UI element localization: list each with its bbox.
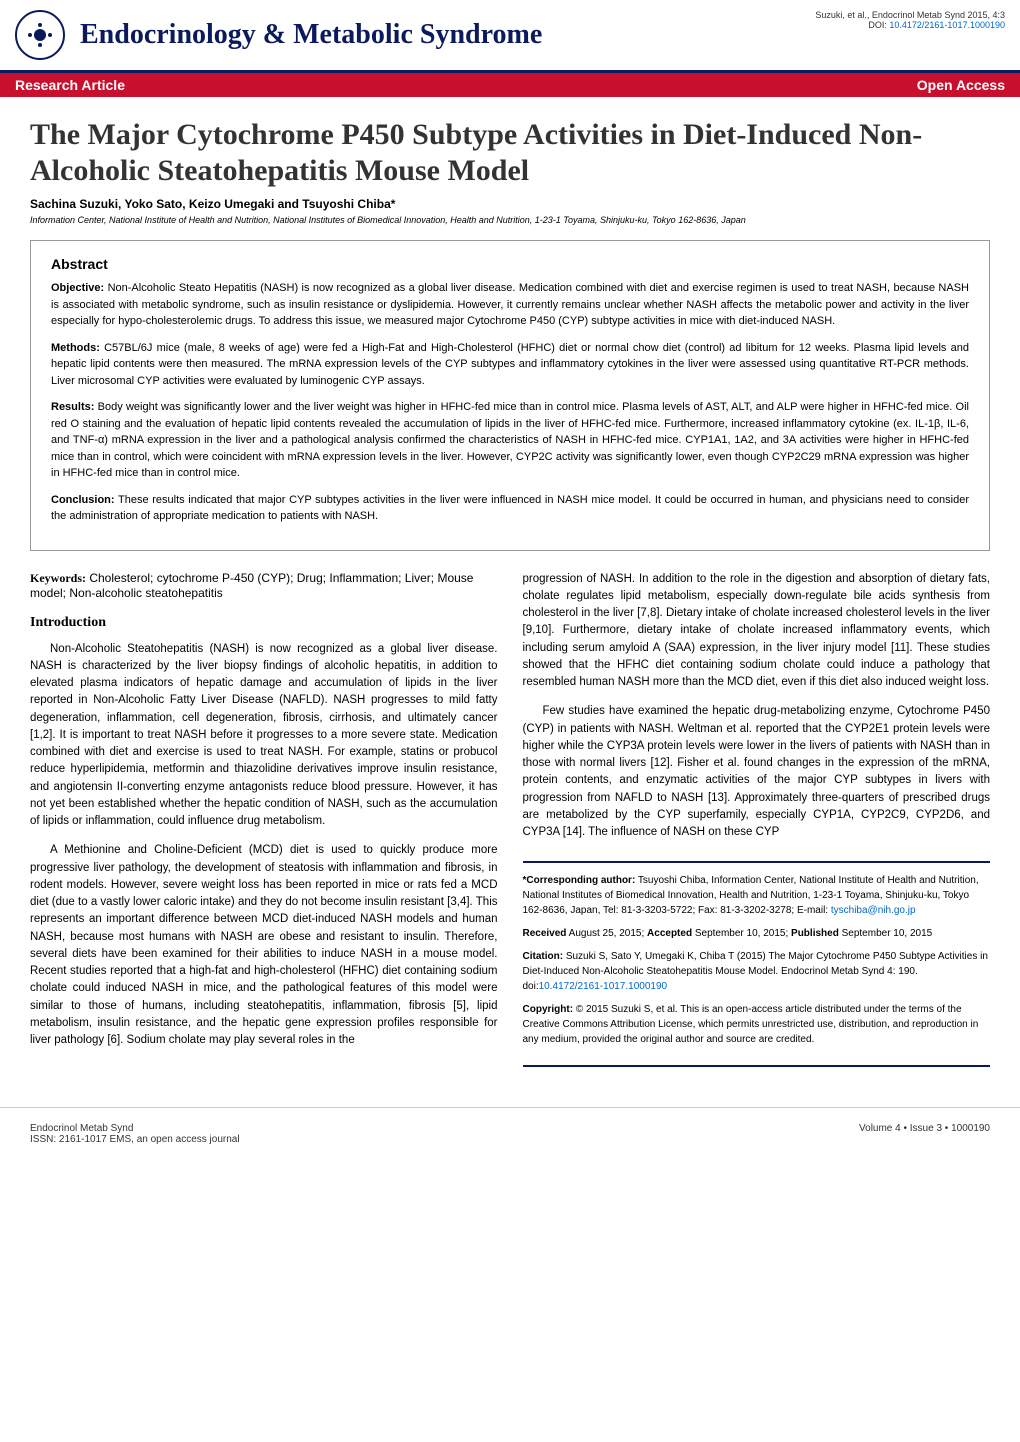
- received-date: August 25, 2015;: [566, 928, 647, 939]
- header-citation: Suzuki, et al., Endocrinol Metab Synd 20…: [815, 10, 1005, 30]
- keywords-line: Keywords: Cholesterol; cytochrome P-450 …: [30, 571, 498, 600]
- intro-p3: progression of NASH. In addition to the …: [523, 571, 991, 692]
- logo-svg: [25, 20, 55, 50]
- abstract-objective: Objective: Non-Alcoholic Steato Hepatiti…: [51, 280, 969, 330]
- right-column: progression of NASH. In addition to the …: [523, 571, 991, 1068]
- intro-p1: Non-Alcoholic Steatohepatitis (NASH) is …: [30, 641, 498, 831]
- objective-text: Non-Alcoholic Steato Hepatitis (NASH) is…: [51, 282, 969, 327]
- abstract-methods: Methods: C57BL/6J mice (male, 8 weeks of…: [51, 340, 969, 390]
- page-footer: Endocrinol Metab Synd ISSN: 2161-1017 EM…: [0, 1107, 1020, 1160]
- methods-text: C57BL/6J mice (male, 8 weeks of age) wer…: [51, 342, 969, 387]
- published-date: September 10, 2015: [839, 928, 932, 939]
- section-type-bar: Research Article Open Access: [0, 73, 1020, 97]
- article-title: The Major Cytochrome P450 Subtype Activi…: [30, 117, 990, 189]
- article-content: The Major Cytochrome P450 Subtype Activi…: [0, 97, 1020, 1087]
- received-label: Received: [523, 928, 567, 939]
- corresponding-label: *Corresponding author:: [523, 875, 636, 886]
- results-label: Results:: [51, 401, 94, 413]
- left-column: Keywords: Cholesterol; cytochrome P-450 …: [30, 571, 498, 1068]
- objective-label: Objective:: [51, 282, 104, 294]
- accepted-date: September 10, 2015;: [692, 928, 791, 939]
- journal-logo-icon: [15, 10, 65, 60]
- authors: Sachina Suzuki, Yoko Sato, Keizo Umegaki…: [30, 197, 990, 211]
- citation-block: Citation: Suzuki S, Sato Y, Umegaki K, C…: [523, 949, 991, 994]
- intro-p4: Few studies have examined the hepatic dr…: [523, 703, 991, 841]
- dates-line: Received August 25, 2015; Accepted Septe…: [523, 926, 991, 941]
- journal-header: Endocrinology & Metabolic Syndrome Suzuk…: [0, 0, 1020, 73]
- footer-volume-issue: Volume 4 • Issue 3 • 1000190: [859, 1123, 990, 1145]
- affiliation: Information Center, National Institute o…: [30, 215, 990, 225]
- copyright-text: © 2015 Suzuki S, et al. This is an open-…: [523, 1004, 979, 1045]
- conclusion-label: Conclusion:: [51, 494, 115, 506]
- introduction-heading: Introduction: [30, 615, 498, 631]
- accepted-label: Accepted: [647, 928, 692, 939]
- citation-doi-link[interactable]: 10.4172/2161-1017.1000190: [539, 981, 667, 992]
- copyright-label: Copyright:: [523, 1004, 574, 1015]
- results-text: Body weight was significantly lower and …: [51, 401, 969, 479]
- abstract-conclusion: Conclusion: These results indicated that…: [51, 492, 969, 525]
- corresponding-author: *Corresponding author: Tsuyoshi Chiba, I…: [523, 873, 991, 918]
- keywords-label: Keywords:: [30, 571, 86, 585]
- abstract-heading: Abstract: [51, 256, 969, 272]
- doi-label: DOI:: [868, 20, 887, 30]
- intro-p2: A Methionine and Choline-Deficient (MCD)…: [30, 842, 498, 1049]
- citation-short: Suzuki, et al., Endocrinol Metab Synd 20…: [815, 10, 1005, 20]
- keywords-text: Cholesterol; cytochrome P-450 (CYP); Dru…: [30, 571, 473, 600]
- body-columns: Keywords: Cholesterol; cytochrome P-450 …: [30, 571, 990, 1068]
- published-label: Published: [791, 928, 839, 939]
- methods-label: Methods:: [51, 342, 100, 354]
- open-access-label: Open Access: [917, 77, 1005, 93]
- abstract-box: Abstract Objective: Non-Alcoholic Steato…: [30, 240, 990, 551]
- copyright-block: Copyright: © 2015 Suzuki S, et al. This …: [523, 1002, 991, 1047]
- footer-left: Endocrinol Metab Synd ISSN: 2161-1017 EM…: [30, 1123, 240, 1145]
- article-info-box: *Corresponding author: Tsuyoshi Chiba, I…: [523, 861, 991, 1067]
- article-type: Research Article: [15, 77, 125, 93]
- journal-title: Endocrinology & Metabolic Syndrome: [80, 19, 542, 51]
- doi-link[interactable]: 10.4172/2161-1017.1000190: [889, 20, 1005, 30]
- doi-line: DOI: 10.4172/2161-1017.1000190: [815, 20, 1005, 30]
- corresponding-email[interactable]: tyschiba@nih.go.jp: [831, 905, 916, 916]
- citation-label: Citation:: [523, 951, 564, 962]
- footer-journal-abbrev: Endocrinol Metab Synd: [30, 1123, 240, 1134]
- footer-issn: ISSN: 2161-1017 EMS, an open access jour…: [30, 1134, 240, 1145]
- conclusion-text: These results indicated that major CYP s…: [51, 494, 969, 523]
- abstract-results: Results: Body weight was significantly l…: [51, 399, 969, 482]
